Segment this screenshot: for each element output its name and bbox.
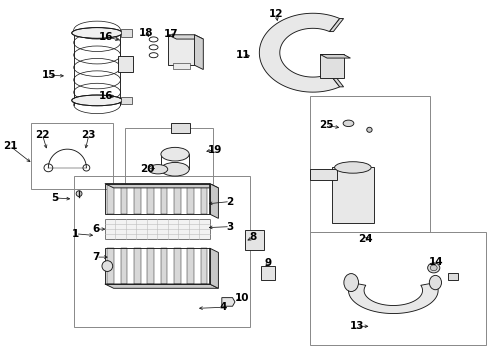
Ellipse shape — [161, 162, 189, 176]
Bar — [167, 35, 194, 65]
Polygon shape — [209, 248, 218, 288]
Bar — [31, 123, 113, 189]
Text: 15: 15 — [41, 70, 56, 80]
Text: 16: 16 — [99, 32, 113, 41]
Polygon shape — [222, 298, 235, 306]
Bar — [174, 184, 180, 214]
Bar — [244, 230, 264, 250]
Polygon shape — [329, 18, 343, 32]
Polygon shape — [348, 283, 437, 314]
Text: 22: 22 — [35, 130, 50, 140]
Bar — [310, 232, 485, 345]
Text: 3: 3 — [226, 222, 233, 231]
Bar — [125, 128, 213, 184]
Bar — [320, 54, 343, 78]
Text: 25: 25 — [319, 121, 333, 130]
Bar — [134, 248, 141, 284]
Text: 13: 13 — [349, 321, 363, 331]
Ellipse shape — [334, 162, 370, 173]
Bar — [200, 184, 207, 214]
Text: 8: 8 — [249, 232, 257, 242]
Polygon shape — [329, 74, 343, 87]
Polygon shape — [105, 284, 218, 288]
Bar — [172, 63, 189, 69]
Text: 18: 18 — [139, 28, 153, 38]
Bar — [310, 96, 429, 232]
Text: 2: 2 — [226, 197, 233, 207]
Ellipse shape — [72, 95, 122, 106]
Polygon shape — [320, 54, 350, 58]
Bar — [447, 273, 457, 280]
Text: 5: 5 — [51, 193, 58, 203]
Text: 17: 17 — [163, 29, 178, 39]
Text: 23: 23 — [81, 130, 96, 140]
Text: 1: 1 — [72, 229, 79, 239]
Bar — [121, 248, 127, 284]
Text: 10: 10 — [235, 293, 249, 303]
Text: 6: 6 — [92, 224, 100, 234]
Polygon shape — [259, 13, 339, 92]
Polygon shape — [209, 184, 218, 219]
Text: 7: 7 — [92, 252, 100, 262]
Ellipse shape — [161, 147, 189, 161]
Text: 21: 21 — [2, 141, 17, 151]
Ellipse shape — [429, 265, 436, 271]
Bar — [121, 97, 131, 104]
Bar — [118, 56, 132, 72]
Bar — [160, 184, 167, 214]
Bar — [332, 167, 373, 223]
Text: 12: 12 — [268, 9, 283, 19]
Bar — [105, 248, 209, 284]
Bar — [147, 248, 154, 284]
Text: 9: 9 — [264, 258, 271, 268]
Bar — [310, 169, 337, 180]
Polygon shape — [167, 35, 203, 39]
Bar — [107, 248, 114, 284]
Bar — [174, 248, 180, 284]
Bar — [105, 220, 209, 239]
Ellipse shape — [427, 263, 439, 273]
Ellipse shape — [76, 191, 82, 197]
Bar — [121, 184, 127, 214]
Ellipse shape — [428, 275, 441, 290]
Polygon shape — [194, 35, 203, 69]
Bar — [200, 248, 207, 284]
Text: 19: 19 — [208, 144, 222, 154]
Ellipse shape — [343, 120, 353, 127]
Bar — [147, 184, 154, 214]
Ellipse shape — [148, 165, 167, 174]
Ellipse shape — [102, 261, 112, 271]
Ellipse shape — [72, 28, 122, 39]
Text: 14: 14 — [427, 257, 442, 267]
Bar — [187, 184, 193, 214]
Bar — [134, 184, 141, 214]
Bar — [105, 184, 209, 214]
Bar — [160, 248, 167, 284]
Ellipse shape — [343, 274, 358, 292]
Bar — [171, 123, 189, 133]
Polygon shape — [105, 184, 218, 188]
Ellipse shape — [366, 127, 371, 132]
Text: 20: 20 — [140, 163, 154, 174]
Bar — [74, 176, 249, 327]
Bar — [107, 184, 114, 214]
Text: 4: 4 — [219, 302, 226, 312]
Text: 11: 11 — [235, 50, 249, 60]
Bar — [187, 248, 193, 284]
Bar — [260, 266, 275, 280]
Text: 16: 16 — [99, 91, 113, 101]
Text: 24: 24 — [358, 234, 372, 244]
Bar — [121, 30, 131, 37]
